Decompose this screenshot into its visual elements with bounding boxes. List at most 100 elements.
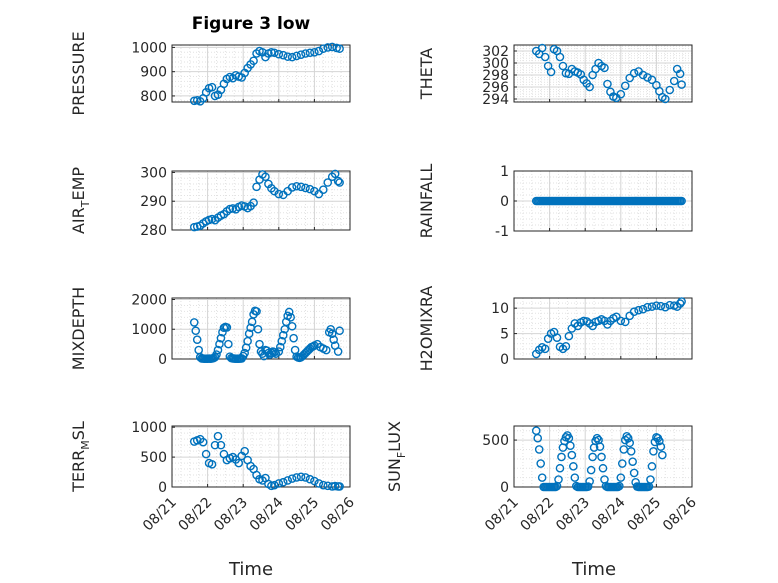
y-tick-label: 500 <box>140 450 167 466</box>
data-point-marker <box>616 89 626 99</box>
data-point-marker <box>586 465 596 475</box>
data-point-marker <box>555 463 565 473</box>
data-point-marker <box>287 474 297 483</box>
data-point-marker <box>534 445 544 454</box>
data-point-marker <box>323 43 333 52</box>
data-point-marker <box>292 51 301 61</box>
y-tick-label: 1 <box>500 164 509 180</box>
data-point-marker <box>189 96 199 106</box>
data-point-marker <box>333 347 343 356</box>
data-point-marker <box>274 189 284 199</box>
data-point-marker <box>213 345 223 355</box>
data-point-marker <box>287 183 297 192</box>
data-point-marker <box>329 335 338 344</box>
data-point-marker <box>620 81 630 91</box>
data-point-marker <box>301 183 310 193</box>
data-point-marker <box>649 447 658 456</box>
data-point-marker <box>287 52 297 62</box>
y-axis-label: THETA <box>417 48 436 100</box>
data-point-marker <box>595 442 605 451</box>
axes-frame <box>513 297 693 360</box>
data-point-marker <box>333 176 343 186</box>
y-tick-label: 1000 <box>131 322 167 338</box>
data-point-marker <box>326 324 336 334</box>
x-axis-label-right: Time <box>571 559 616 580</box>
y-tick-label: 298 <box>482 68 509 84</box>
data-point-marker <box>318 44 328 53</box>
data-point-marker <box>564 331 574 341</box>
data-point-marker <box>643 73 652 82</box>
figure-title: Figure 3 low <box>192 14 311 34</box>
data-point-marker <box>192 335 202 344</box>
axes-frame <box>513 44 693 103</box>
data-point-marker <box>658 450 667 460</box>
data-point-marker <box>318 480 328 490</box>
data-point-marker <box>647 75 657 85</box>
data-point-marker <box>665 85 675 95</box>
data-point-marker <box>310 476 319 486</box>
data-point-marker <box>296 182 306 192</box>
data-point-marker <box>569 462 578 471</box>
data-point-marker <box>623 433 633 443</box>
y-tick-label: 500 <box>482 433 509 449</box>
data-point-marker <box>270 347 279 357</box>
data-point-marker <box>305 474 315 484</box>
data-point-marker <box>274 347 284 356</box>
y-tick-label: 280 <box>140 223 167 239</box>
y-tick-label: 0 <box>500 480 509 496</box>
data-point-marker <box>537 43 547 53</box>
data-point-marker <box>656 301 666 311</box>
data-point-marker <box>617 459 627 468</box>
data-point-marker <box>321 345 331 355</box>
data-point-marker <box>583 482 593 491</box>
data-point-marker <box>292 473 301 482</box>
data-point-marker <box>207 82 217 92</box>
data-point-marker <box>335 178 344 187</box>
data-point-marker <box>616 473 626 482</box>
data-point-marker <box>314 189 324 199</box>
data-point-marker <box>301 49 310 58</box>
y-axis-label: RAINFALL <box>417 164 436 239</box>
data-point-marker <box>629 307 639 317</box>
data-point-marker <box>310 47 319 57</box>
y-tick-label: 0 <box>158 352 167 368</box>
data-point-marker <box>240 446 249 456</box>
data-point-marker <box>301 473 310 482</box>
y-tick-label: 300 <box>140 165 167 181</box>
data-point-marker <box>675 299 685 308</box>
data-point-marker <box>213 431 223 441</box>
data-point-marker <box>557 452 566 462</box>
data-point-marker <box>287 321 297 331</box>
data-point-marker <box>278 50 288 60</box>
data-point-marker <box>224 339 233 349</box>
data-point-marker <box>554 475 563 484</box>
y-tick-label: 10 <box>491 301 509 317</box>
y-tick-label: 290 <box>140 194 167 210</box>
y-tick-label: 0 <box>500 194 509 210</box>
data-point-marker <box>600 63 609 73</box>
data-point-marker <box>253 324 263 334</box>
data-point-marker <box>284 307 294 317</box>
data-point-marker <box>252 182 261 192</box>
data-point-marker <box>566 441 575 451</box>
data-point-marker <box>212 350 221 359</box>
data-point-marker <box>626 447 636 456</box>
y-axis-label: H2OMIXRA <box>417 286 436 372</box>
data-point-marker <box>252 307 261 316</box>
subplot-6: 0 5 10 H2OMIXRA <box>417 286 693 372</box>
data-point-marker <box>270 48 279 58</box>
data-point-marker <box>274 479 284 488</box>
axes-background <box>172 171 350 230</box>
data-point-marker <box>647 302 657 311</box>
data-point-marker <box>597 452 606 462</box>
data-point-marker <box>296 50 306 60</box>
y-tick-label: 0 <box>158 480 167 496</box>
data-point-marker <box>289 333 298 343</box>
data-point-marker <box>533 433 543 443</box>
y-axis-label: MIXDEPTH <box>69 287 88 370</box>
data-point-marker <box>283 476 293 485</box>
data-point-marker <box>570 473 580 482</box>
data-point-marker <box>314 46 324 56</box>
data-point-marker <box>620 317 630 327</box>
y-tick-label: 302 <box>482 44 509 60</box>
